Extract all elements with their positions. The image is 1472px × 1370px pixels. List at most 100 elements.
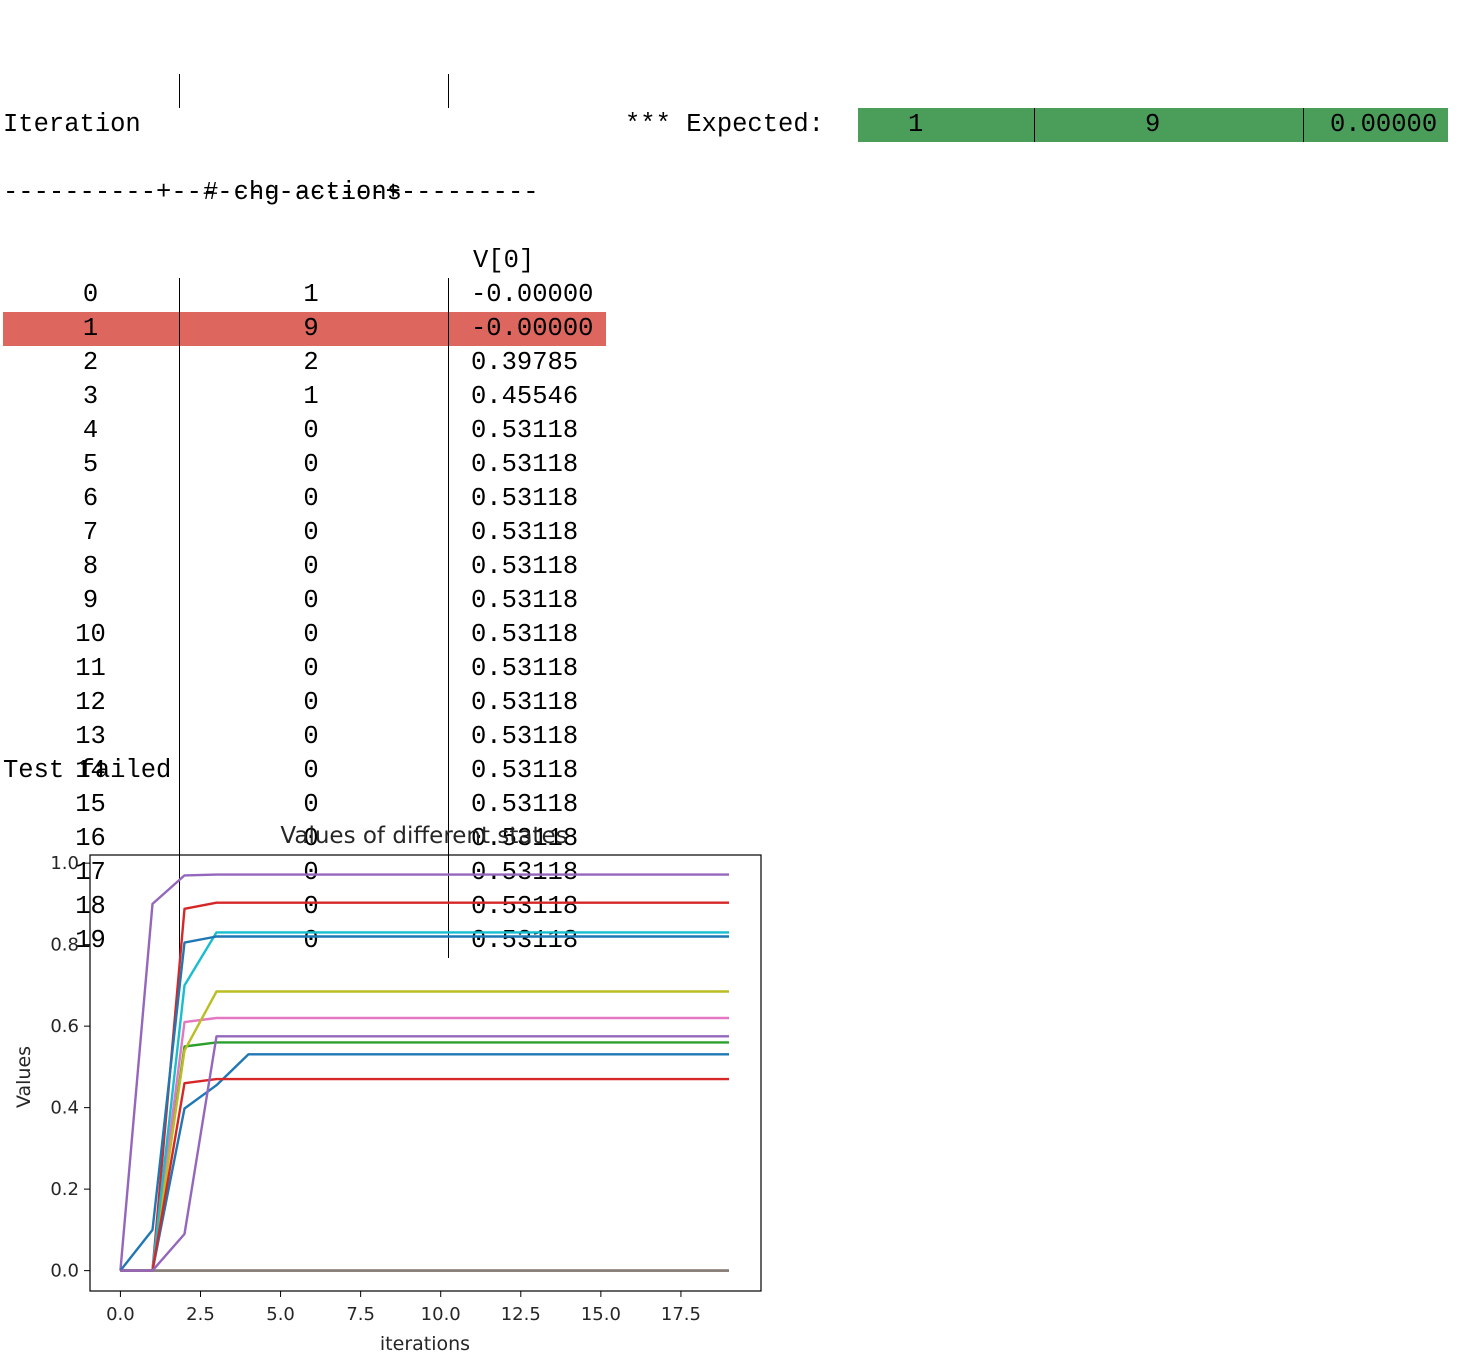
- column-separator: [448, 278, 449, 312]
- expected-row: 1 9 0.00000: [858, 108, 1448, 142]
- v0-cell: 0.53118: [471, 586, 579, 615]
- series-line: [120, 1016, 729, 1272]
- column-separator: [1034, 108, 1035, 142]
- iteration-cell: 1: [82, 314, 99, 343]
- v0-cell: 0.53118: [471, 552, 579, 581]
- table-row: 12 0 0.53118: [3, 686, 606, 720]
- output-table: Iteration # chg actions V[0] ----------+…: [3, 6, 606, 992]
- iteration-cell: 9: [82, 586, 99, 615]
- column-separator: [179, 278, 180, 312]
- chart-title: Values of different states: [280, 823, 567, 849]
- iteration-cell: 10: [75, 620, 106, 649]
- iteration-cell: 12: [75, 688, 106, 717]
- v0-cell: -0.00000: [471, 314, 594, 343]
- plot-frame: [89, 854, 762, 1292]
- series-line: [120, 1077, 729, 1272]
- iteration-cell: 8: [82, 552, 99, 581]
- chg-actions-cell: 1: [303, 280, 319, 309]
- column-separator: [179, 720, 180, 754]
- values-chart: Values of different states 0.0 2.5 5.0 7.5 1…: [13, 823, 762, 1355]
- table-row: 0 1 -0.00000: [3, 278, 606, 312]
- table-row: 14 0 0.53118: [3, 754, 606, 788]
- header-iteration: Iteration: [3, 110, 141, 139]
- column-separator: [179, 516, 180, 550]
- series-line: [120, 931, 729, 1272]
- x-axis-label: iterations: [380, 1333, 470, 1355]
- table-row: 17 0 0.53118: [3, 856, 606, 890]
- chg-actions-cell: 0: [303, 518, 319, 547]
- column-separator: [448, 890, 449, 924]
- y-tick-label: 0.2: [50, 1179, 79, 1200]
- chg-actions-cell: 0: [303, 688, 319, 717]
- chg-actions-cell: 0: [303, 552, 319, 581]
- table-body: 0 1 -0.00000 1 9 -0.00000 2 2 0.39785 3 1 0.45546 4 0…: [3, 278, 606, 958]
- x-tick-label: 2.5: [186, 1304, 215, 1325]
- series-line: [119, 935, 729, 1272]
- column-separator: [448, 74, 449, 108]
- iteration-cell: 15: [75, 790, 106, 819]
- v0-cell: 0.39785: [471, 348, 579, 377]
- column-separator: [448, 482, 449, 516]
- chg-actions-cell: 0: [303, 586, 319, 615]
- iteration-cell: 4: [82, 416, 99, 445]
- header-rule: ----------+--------------+---------: [3, 178, 539, 207]
- y-tick-label: 0.4: [50, 1098, 79, 1119]
- header-v0: V[0]: [473, 246, 535, 275]
- chg-actions-cell: 0: [303, 722, 319, 751]
- table-row: 4 0 0.53118: [3, 414, 606, 448]
- table-row: 16 0 0.53118: [3, 822, 606, 856]
- column-separator: [448, 788, 449, 822]
- v0-cell: 0.53118: [471, 620, 579, 649]
- iteration-cell: 13: [75, 722, 106, 751]
- iteration-cell: 11: [75, 654, 106, 683]
- x-tick-label: 10.0: [421, 1304, 461, 1325]
- v0-cell: 0.53118: [471, 790, 579, 819]
- column-separator: [179, 482, 180, 516]
- column-separator: [179, 788, 180, 822]
- table-row: 1 9 -0.00000: [3, 312, 606, 346]
- chg-actions-cell: 0: [303, 824, 319, 853]
- column-separator: [448, 516, 449, 550]
- x-tick-label: 0.0: [106, 1304, 135, 1325]
- column-separator: [448, 414, 449, 448]
- v0-cell: 0.53118: [471, 416, 579, 445]
- iteration-cell: 14: [75, 756, 106, 785]
- v0-cell: -0.00000: [471, 280, 594, 309]
- column-separator: [179, 346, 180, 380]
- chg-actions-cell: 0: [303, 450, 319, 479]
- column-separator: [179, 652, 180, 686]
- iteration-cell: 5: [82, 450, 99, 479]
- column-separator: [448, 584, 449, 618]
- column-separator: [179, 380, 180, 414]
- column-separator: [179, 754, 180, 788]
- column-separator: [448, 346, 449, 380]
- v0-cell: 0.53118: [471, 756, 579, 785]
- v0-cell: 0.53118: [471, 688, 579, 717]
- series-line: [120, 901, 729, 1272]
- iteration-cell: 6: [82, 484, 99, 513]
- chg-actions-cell: 0: [303, 654, 319, 683]
- column-separator: [179, 74, 180, 108]
- chg-actions-cell: 1: [303, 382, 319, 411]
- y-tick-label: 0.0: [50, 1261, 79, 1282]
- column-separator: [448, 312, 449, 346]
- table-row: 6 0 0.53118: [3, 482, 606, 516]
- chart-axes: 0.0 2.5 5.0 7.5 10.0 12.5 15.0 17.5 0.0 0.2 0.4 0.6…: [50, 853, 701, 1325]
- table-row: 5 0 0.53118: [3, 448, 606, 482]
- column-separator: [448, 550, 449, 584]
- column-separator: [448, 652, 449, 686]
- column-separator: [179, 924, 180, 958]
- v0-cell: 0.53118: [471, 484, 579, 513]
- chg-actions-cell: 9: [303, 314, 319, 343]
- column-separator: [179, 890, 180, 924]
- table-row: 8 0 0.53118: [3, 550, 606, 584]
- expected-v: 0.00000: [1330, 110, 1438, 139]
- table-row: 10 0 0.53118: [3, 618, 606, 652]
- table-row: 11 0 0.53118: [3, 652, 606, 686]
- column-separator: [179, 856, 180, 890]
- x-tick-label: 7.5: [346, 1304, 375, 1325]
- x-tick-label: 12.5: [501, 1304, 541, 1325]
- series-line: [120, 1035, 729, 1272]
- table-row: 7 0 0.53118: [3, 516, 606, 550]
- column-separator: [448, 380, 449, 414]
